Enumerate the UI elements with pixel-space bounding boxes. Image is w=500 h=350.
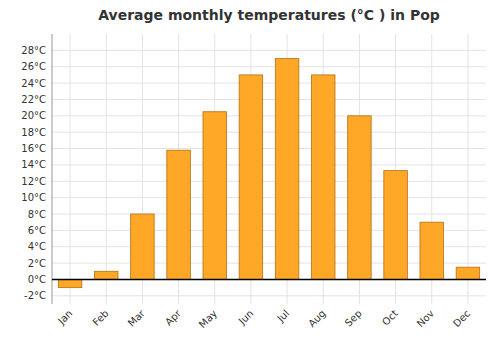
bar <box>131 214 155 279</box>
y-tick-label: 20°C <box>21 110 46 121</box>
y-grid-line <box>52 279 486 280</box>
y-tick-label: -2°C <box>24 290 46 301</box>
y-tick-label: 18°C <box>21 127 46 138</box>
y-axis-line <box>52 34 53 304</box>
y-tick-label: 22°C <box>21 94 46 105</box>
y-grid-line <box>52 148 486 149</box>
y-tick-label: 0°C <box>28 274 46 285</box>
chart-container: Average monthly temperatures (°C ) in Po… <box>0 0 500 350</box>
y-grid-line <box>52 66 486 67</box>
bar <box>384 171 408 280</box>
y-grid-line <box>52 214 486 215</box>
y-grid-line <box>52 50 486 51</box>
chart-title: Average monthly temperatures (°C ) in Po… <box>98 7 440 23</box>
y-tick-label: 16°C <box>21 143 46 154</box>
y-grid-line <box>52 132 486 133</box>
grid <box>52 34 486 304</box>
x-grid-line <box>467 34 468 304</box>
bar <box>167 150 191 279</box>
x-tick-label: May <box>197 308 219 330</box>
bar <box>456 267 480 279</box>
x-grid-line <box>106 34 107 304</box>
bar <box>58 279 82 287</box>
x-grid-line <box>70 34 71 304</box>
x-tick-label: Nov <box>415 308 437 330</box>
bar <box>348 116 372 280</box>
bar <box>239 75 263 280</box>
x-tick-label: Feb <box>90 308 110 328</box>
x-tick-label: Oct <box>380 308 400 328</box>
x-tick-label: Jul <box>274 308 291 325</box>
y-tick-label: 8°C <box>28 209 46 220</box>
bar <box>275 59 299 280</box>
x-tick-label: Apr <box>163 307 184 328</box>
x-tick-label: Aug <box>306 308 328 330</box>
y-grid-line <box>52 99 486 100</box>
x-tick-label: Sep <box>343 308 364 329</box>
y-grid-line <box>52 181 486 182</box>
x-tick-label: Mar <box>126 307 148 329</box>
y-tick-label: 24°C <box>21 78 46 89</box>
y-tick-label: 10°C <box>21 192 46 203</box>
x-tick-label: Jan <box>55 308 74 327</box>
bar <box>203 112 227 280</box>
y-grid-line <box>52 164 486 165</box>
x-tick-label: Dec <box>451 308 472 329</box>
chart-svg: Average monthly temperatures (°C ) in Po… <box>0 0 500 350</box>
y-tick-label: 4°C <box>28 241 46 252</box>
y-tick-label: 6°C <box>28 225 46 236</box>
bar <box>311 75 335 280</box>
x-tick-label: Jun <box>236 308 256 328</box>
zero-line <box>52 279 486 281</box>
y-tick-label: 28°C <box>21 45 46 56</box>
y-tick-label: 12°C <box>21 176 46 187</box>
y-tick-label: 2°C <box>28 258 46 269</box>
y-grid-line <box>52 115 486 116</box>
y-tick-label: 26°C <box>21 61 46 72</box>
y-tick-label: 14°C <box>21 159 46 170</box>
bars <box>58 59 479 288</box>
bar <box>420 222 444 279</box>
bar <box>94 271 118 279</box>
y-grid-line <box>52 295 486 296</box>
y-grid-line <box>52 197 486 198</box>
y-grid-line <box>52 83 486 84</box>
